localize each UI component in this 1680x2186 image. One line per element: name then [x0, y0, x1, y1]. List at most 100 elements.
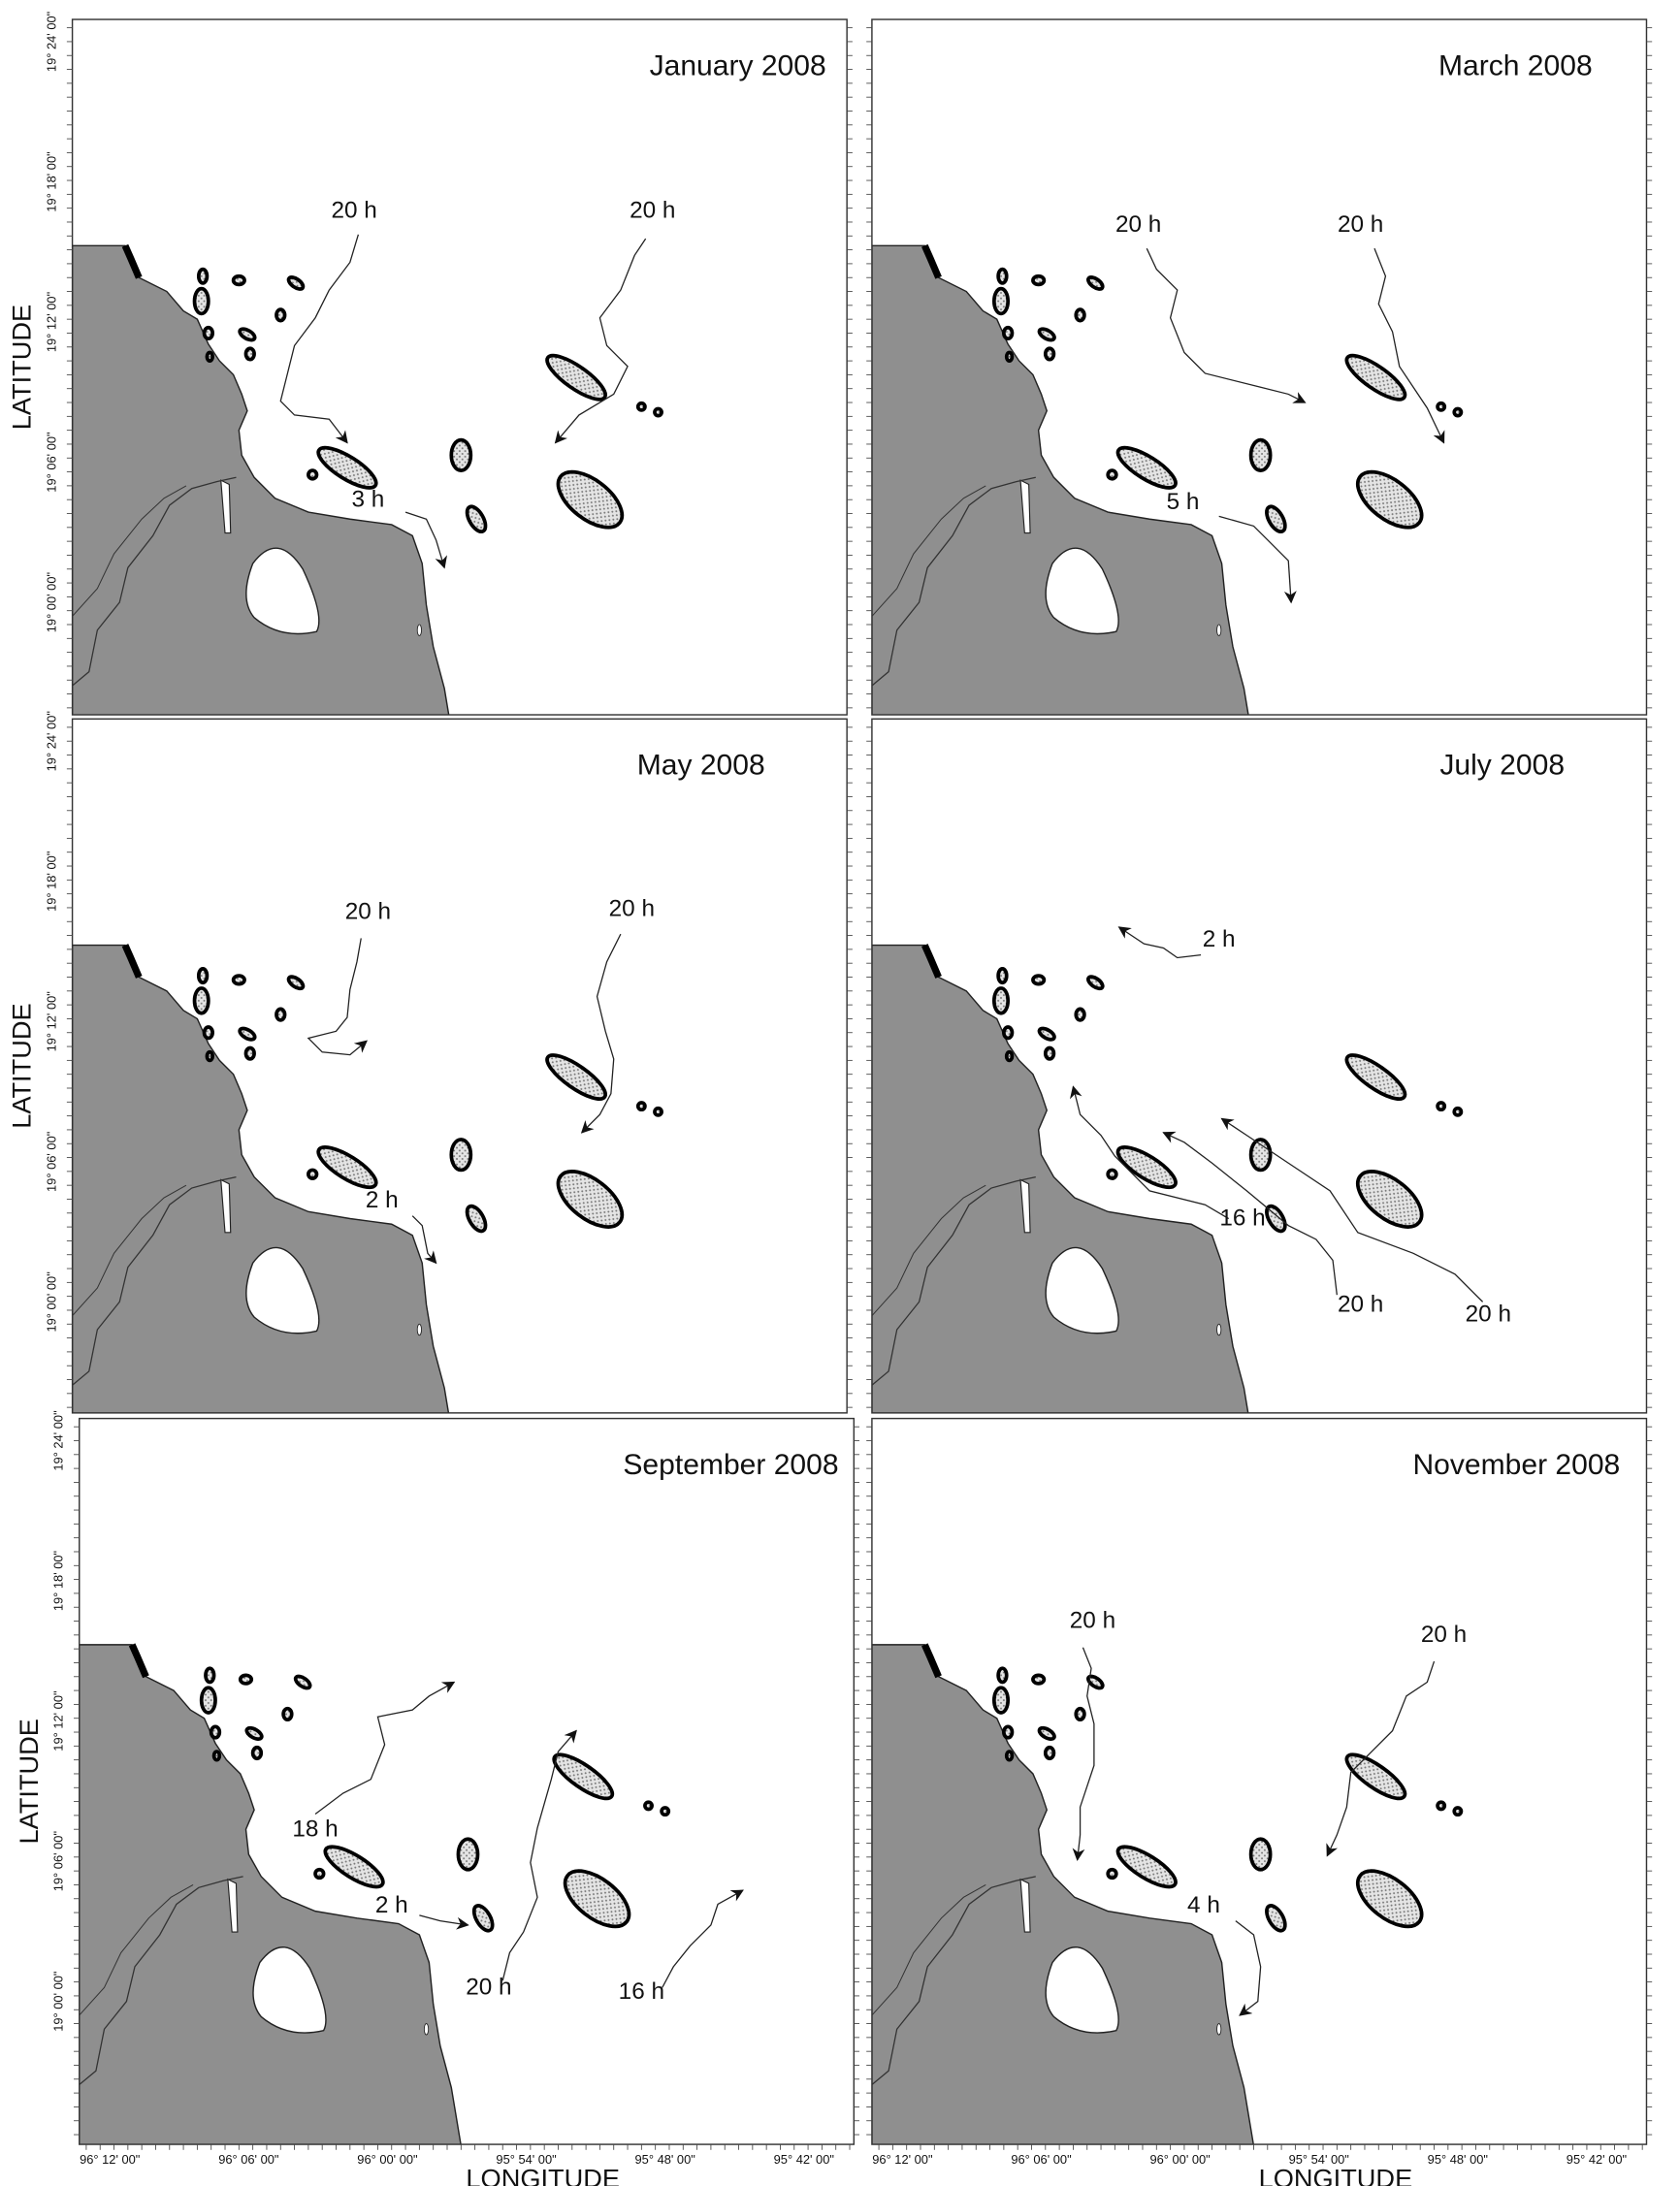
trajectory [279, 234, 360, 444]
trajectory-label: 16 h [1219, 1206, 1265, 1232]
trajectory [501, 1729, 577, 1981]
basemap [80, 1645, 669, 2154]
panel-title: May 2008 [637, 750, 765, 782]
trajectory [1235, 1920, 1262, 2016]
lon-tick-label: 95° 54' 00" [1289, 2152, 1350, 2167]
lat-tick-label: 19° 06' 00" [51, 1831, 66, 1892]
lat-tick-label: 19° 18' 00" [51, 1550, 66, 1611]
panel-frame [871, 1417, 1648, 2145]
panel-frame [871, 18, 1648, 716]
panel-frame [71, 718, 848, 1414]
trajectory-label: 20 h [1421, 1622, 1467, 1648]
lat-tick-label: 19° 00' 00" [44, 572, 58, 633]
map-panel: 18 h 2 h 20 h 16 h September 2008 19° 24' 00"… [14, 1410, 860, 2186]
lat-tick-label: 19° 12' 00" [44, 991, 58, 1052]
lon-tick-label: 96° 00' 00" [1149, 2152, 1211, 2167]
trajectory-label: 3 h [352, 486, 385, 512]
map-area: 20 h 20 h 3 h [73, 198, 675, 755]
map-area: 18 h 2 h 20 h 16 h [80, 1645, 744, 2154]
map-panel: 20 h 20 h 3 h January 2008 19° 24' 00" 19° 18… [7, 11, 853, 755]
trajectory [1220, 1117, 1484, 1302]
lon-tick-label: 95° 42' 00" [1567, 2152, 1628, 2167]
trajectory [1072, 1647, 1095, 1861]
lat-tick-label: 19° 12' 00" [51, 1690, 66, 1752]
map-panel: 20 h 20 h 2 h May 2008 19° 24' 00" 19° 18' 00… [7, 711, 853, 1455]
lon-tick-label: 95° 48' 00" [635, 2152, 696, 2167]
lat-tick-label: 19° 18' 00" [44, 851, 58, 912]
lon-tick-label: 96° 06' 00" [1011, 2152, 1072, 2167]
trajectory-label: 20 h [1115, 211, 1161, 238]
lat-tick-label: 19° 24' 00" [44, 711, 58, 772]
lat-tick-label: 19° 12' 00" [44, 291, 58, 352]
trajectory [1218, 515, 1297, 604]
y-axis-label: LATITUDE [7, 305, 37, 430]
panel-title: September 2008 [623, 1449, 838, 1481]
panel-frame [871, 718, 1648, 1414]
trajectory [1117, 926, 1202, 959]
lon-tick-label: 96° 00' 00" [357, 2152, 418, 2167]
basemap [872, 946, 1462, 1455]
trajectory-label: 2 h [375, 1892, 408, 1918]
panel-title: July 2008 [1439, 750, 1565, 782]
trajectory-label: 20 h [466, 1975, 511, 2001]
trajectory-label: 18 h [292, 1816, 338, 1842]
lon-tick-label: 95° 42' 00" [774, 2152, 835, 2167]
trajectory [411, 1215, 437, 1265]
trajectory-label: 2 h [366, 1187, 399, 1213]
lat-tick-label: 19° 00' 00" [51, 1971, 66, 2032]
map-panel: 20 h 20 h 5 h March 2008 [866, 18, 1653, 755]
trajectory [1326, 1660, 1436, 1857]
trajectory-label: 5 h [1167, 489, 1200, 515]
trajectory [419, 1914, 469, 1930]
lat-tick-label: 19° 06' 00" [44, 432, 58, 493]
map-area: 20 h 20 h 2 h [73, 896, 662, 1455]
basemap [872, 1645, 1462, 2154]
trajectory-label: 20 h [609, 896, 655, 922]
x-axis-label: LONGITUDE [466, 2163, 620, 2186]
map-panel: 2 h 16 h 20 h 20 h July 2008 [866, 718, 1653, 1455]
trajectory [662, 1889, 744, 1988]
trajectory-label: 16 h [619, 1978, 664, 2005]
trajectory-label: 4 h [1187, 1892, 1220, 1918]
trajectory [554, 238, 647, 444]
trajectory-label: 2 h [1203, 926, 1236, 952]
map-area: 20 h 20 h 4 h [872, 1608, 1467, 2154]
panel-frame [71, 18, 848, 716]
panel-title: March 2008 [1438, 49, 1593, 81]
lon-tick-label: 95° 48' 00" [1428, 2152, 1489, 2167]
lon-tick-label: 96° 12' 00" [80, 2152, 141, 2167]
panel-frame [79, 1417, 856, 2145]
trajectory [1069, 1085, 1230, 1220]
trajectory-label: 20 h [1338, 211, 1383, 238]
trajectory-label: 20 h [331, 198, 376, 224]
trajectory-label: 20 h [1466, 1301, 1511, 1327]
map-area: 2 h 16 h 20 h 20 h [872, 926, 1511, 1455]
lon-tick-label: 96° 12' 00" [872, 2152, 933, 2167]
lat-tick-label: 19° 06' 00" [44, 1131, 58, 1192]
lat-tick-label: 19° 00' 00" [44, 1271, 58, 1333]
map-panel: 20 h 20 h 4 h November 2008 96° 12' 00" 96° 0… [866, 1417, 1653, 2186]
lat-tick-label: 19° 24' 00" [51, 1410, 66, 1471]
y-axis-label: LATITUDE [7, 1003, 37, 1128]
trajectory [1373, 247, 1445, 444]
trajectory-label: 20 h [1070, 1608, 1115, 1634]
x-axis-label: LONGITUDE [1259, 2163, 1413, 2186]
lat-tick-label: 19° 24' 00" [44, 11, 58, 72]
lon-tick-label: 95° 54' 00" [496, 2152, 557, 2167]
trajectory-label: 20 h [1338, 1291, 1383, 1317]
panel-title: November 2008 [1412, 1449, 1620, 1481]
trajectory-label: 20 h [345, 898, 391, 924]
lon-tick-label: 96° 06' 00" [218, 2152, 279, 2167]
trajectory [1162, 1131, 1338, 1296]
y-axis-label: LATITUDE [14, 1719, 44, 1844]
trajectory [580, 933, 622, 1134]
trajectory [1146, 247, 1307, 403]
trajectory-label: 20 h [630, 198, 675, 224]
trajectory [307, 938, 368, 1056]
lat-tick-label: 19° 18' 00" [44, 151, 58, 212]
panel-title: January 2008 [650, 49, 826, 81]
trajectory [404, 511, 447, 569]
map-area: 20 h 20 h 5 h [872, 211, 1462, 755]
